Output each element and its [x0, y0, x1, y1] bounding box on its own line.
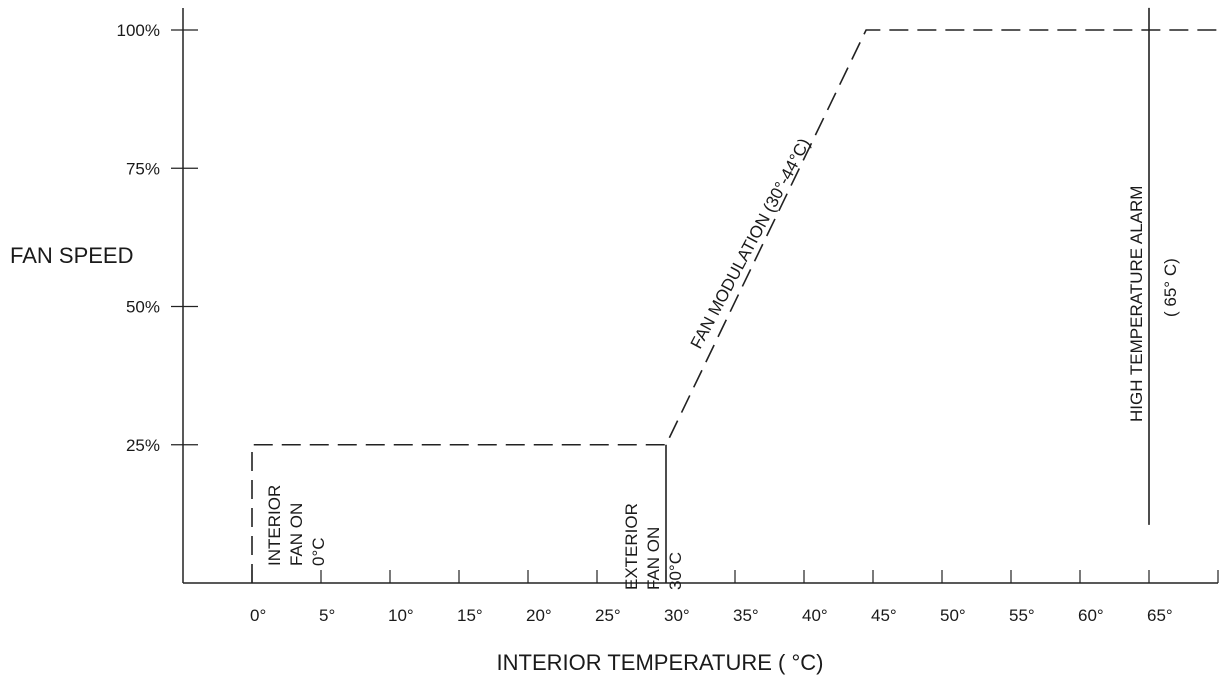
annotation-interior-line-2: FAN ON [287, 503, 306, 566]
axes [182, 8, 1218, 584]
annotation-interior-line-3: 0°C [309, 537, 328, 566]
y-tick-label: 75% [126, 159, 160, 178]
x-tick-label: 40° [802, 606, 828, 625]
x-tick-label: 60° [1078, 606, 1104, 625]
markers-layer [665, 7, 1150, 583]
annotation-exterior-line-1: EXTERIOR [622, 503, 641, 590]
x-tick-label: 50° [940, 606, 966, 625]
x-tick-label: 5° [319, 606, 335, 625]
y-tick-label: 50% [126, 298, 160, 317]
annotation-exterior-line-3: 30°C [666, 552, 685, 590]
y-tick-label: 100% [117, 21, 160, 40]
x-tick-label: 65° [1147, 606, 1173, 625]
x-tick-label: 30° [664, 606, 690, 625]
fan-speed-series-line [251, 29, 1218, 583]
x-tick-label: 45° [871, 606, 897, 625]
annotation-interior-fan-on: INTERIOR FAN ON 0°C [265, 485, 328, 566]
x-ticks: 0° 5° 10° 15° 20° 25° 30° 35° 40° 45° 50° 55° 60° 65° [250, 570, 1219, 625]
x-tick-label: 20° [526, 606, 552, 625]
x-tick-label: 15° [457, 606, 483, 625]
annotation-exterior-fan-on: EXTERIOR FAN ON 30°C [622, 503, 685, 590]
annotation-interior-line-1: INTERIOR [265, 485, 284, 566]
y-tick-label: 25% [126, 436, 160, 455]
annotation-exterior-line-2: FAN ON [644, 527, 663, 590]
series-layer [251, 29, 1218, 583]
x-tick-label: 55° [1009, 606, 1035, 625]
y-ticks: 25% 50% 75% 100% [117, 21, 198, 455]
annotation-alarm-line-2: ( 65° C) [1161, 258, 1180, 317]
y-axis-title: FAN SPEED [10, 243, 133, 268]
x-tick-label: 25° [595, 606, 621, 625]
x-axis-title: INTERIOR TEMPERATURE ( °C) [497, 650, 824, 675]
x-tick-label: 0° [250, 606, 266, 625]
x-tick-label: 10° [388, 606, 414, 625]
annotation-alarm-line-1: HIGH TEMPERATURE ALARM [1127, 186, 1146, 422]
annotation-high-temperature-alarm: HIGH TEMPERATURE ALARM ( 65° C) [1127, 186, 1180, 422]
x-tick-label: 35° [733, 606, 759, 625]
annotation-fan-modulation: FAN MODULATION (30°-44°C) [687, 135, 814, 352]
